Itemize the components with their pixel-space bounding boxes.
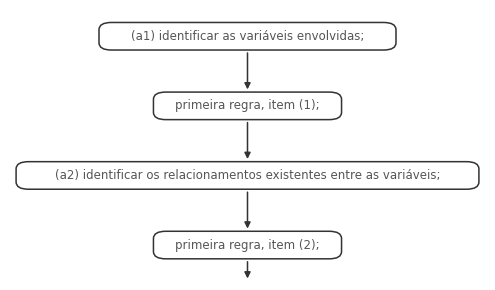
Text: (a1) identificar as variáveis envolvidas;: (a1) identificar as variáveis envolvidas… — [131, 30, 364, 43]
FancyBboxPatch shape — [153, 231, 342, 259]
Text: primeira regra, item (1);: primeira regra, item (1); — [175, 99, 320, 112]
FancyBboxPatch shape — [16, 162, 479, 189]
FancyBboxPatch shape — [99, 23, 396, 50]
Text: primeira regra, item (2);: primeira regra, item (2); — [175, 239, 320, 251]
FancyBboxPatch shape — [153, 92, 342, 119]
Text: (a2) identificar os relacionamentos existentes entre as variáveis;: (a2) identificar os relacionamentos exis… — [55, 169, 440, 182]
